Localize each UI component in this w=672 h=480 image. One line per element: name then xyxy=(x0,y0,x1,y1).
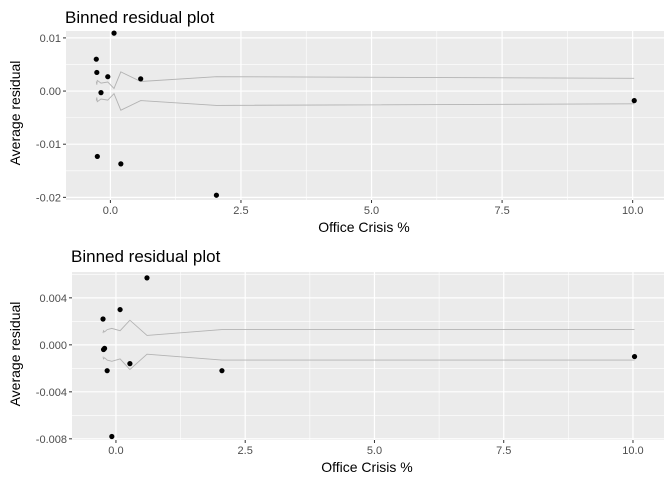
x-axis-label: Office Crisis % xyxy=(318,219,410,235)
y-tick-label: -0.008 xyxy=(36,434,67,446)
y-tick-label: -0.02 xyxy=(36,192,61,204)
data-point xyxy=(219,368,225,374)
y-axis-label: Average residual xyxy=(7,61,23,166)
y-tick-label: 0.000 xyxy=(39,340,67,352)
x-tick-label: 10.0 xyxy=(622,205,643,217)
y-tick-label: -0.004 xyxy=(36,387,67,399)
x-tick-label: 2.5 xyxy=(238,445,253,457)
panel-background xyxy=(66,31,664,200)
error-band-lower xyxy=(102,353,635,371)
data-point xyxy=(101,345,108,351)
x-tick-label: 0.0 xyxy=(108,445,123,457)
data-point xyxy=(117,306,123,313)
x-tick-label: 0.0 xyxy=(103,205,118,217)
x-tick-label: 10.0 xyxy=(622,445,643,457)
data-point xyxy=(138,76,144,82)
data-point xyxy=(213,192,220,198)
data-point xyxy=(105,74,111,80)
x-tick-label: 7.5 xyxy=(496,445,511,457)
chart-panel-top: Binned residual plot Office Crisis % Ave… xyxy=(7,8,664,235)
chart-title: Binned residual plot xyxy=(65,8,215,27)
data-point xyxy=(98,90,104,96)
y-axis-label: Average residual xyxy=(7,302,23,407)
chart-panel-bottom: Binned residual plot Office Crisis % Ave… xyxy=(7,247,664,475)
x-tick-label: 5.0 xyxy=(364,205,379,217)
error-band-lower xyxy=(95,92,635,111)
data-point xyxy=(104,368,110,374)
plot-area xyxy=(66,30,664,200)
data-point xyxy=(93,56,99,62)
plot-area xyxy=(72,272,664,440)
x-tick-label: 2.5 xyxy=(233,205,248,217)
chart-title: Binned residual plot xyxy=(71,247,221,266)
data-point xyxy=(144,275,150,281)
data-point xyxy=(100,316,106,322)
data-point xyxy=(631,98,637,104)
y-tick-label: -0.01 xyxy=(36,139,61,151)
data-point xyxy=(631,353,638,360)
data-point xyxy=(118,161,124,167)
x-axis-label: Office Crisis % xyxy=(321,459,413,475)
data-point xyxy=(109,433,115,440)
data-point xyxy=(94,69,100,76)
x-tick-label: 7.5 xyxy=(494,205,509,217)
data-point xyxy=(94,153,100,160)
panel-background xyxy=(72,272,664,440)
y-tick-label: 0.00 xyxy=(40,86,61,98)
y-tick-label: 0.01 xyxy=(40,33,61,45)
error-band-upper xyxy=(102,319,635,336)
data-point xyxy=(127,361,133,367)
y-tick-label: 0.004 xyxy=(39,293,67,305)
error-band-upper xyxy=(95,71,635,90)
data-point xyxy=(111,30,117,36)
x-tick-label: 5.0 xyxy=(367,445,382,457)
